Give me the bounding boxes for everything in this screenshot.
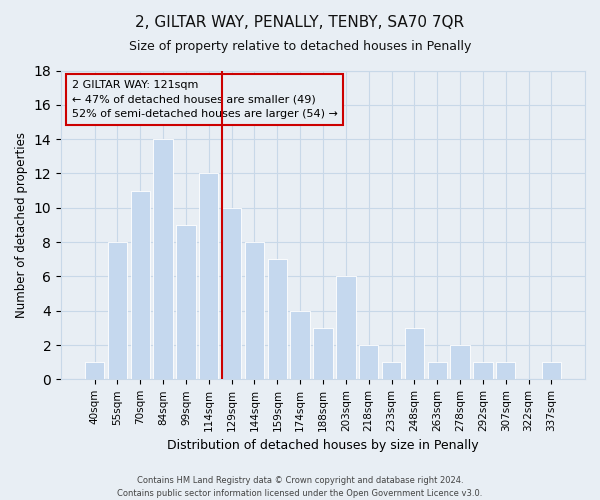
Text: 2 GILTAR WAY: 121sqm
← 47% of detached houses are smaller (49)
52% of semi-detac: 2 GILTAR WAY: 121sqm ← 47% of detached h… bbox=[71, 80, 337, 120]
Bar bbox=[542, 362, 561, 380]
Bar bbox=[359, 345, 379, 380]
Text: 2, GILTAR WAY, PENALLY, TENBY, SA70 7QR: 2, GILTAR WAY, PENALLY, TENBY, SA70 7QR bbox=[136, 15, 464, 30]
Bar bbox=[199, 174, 218, 380]
Bar bbox=[131, 190, 150, 380]
Bar bbox=[176, 225, 196, 380]
Y-axis label: Number of detached properties: Number of detached properties bbox=[15, 132, 28, 318]
Bar bbox=[382, 362, 401, 380]
Bar bbox=[404, 328, 424, 380]
X-axis label: Distribution of detached houses by size in Penally: Distribution of detached houses by size … bbox=[167, 440, 479, 452]
Bar bbox=[245, 242, 264, 380]
Text: Contains HM Land Registry data © Crown copyright and database right 2024.
Contai: Contains HM Land Registry data © Crown c… bbox=[118, 476, 482, 498]
Bar bbox=[222, 208, 241, 380]
Bar bbox=[473, 362, 493, 380]
Bar bbox=[268, 259, 287, 380]
Bar bbox=[336, 276, 356, 380]
Bar bbox=[428, 362, 447, 380]
Bar bbox=[290, 310, 310, 380]
Bar bbox=[451, 345, 470, 380]
Bar bbox=[154, 139, 173, 380]
Bar bbox=[496, 362, 515, 380]
Bar bbox=[107, 242, 127, 380]
Bar bbox=[85, 362, 104, 380]
Text: Size of property relative to detached houses in Penally: Size of property relative to detached ho… bbox=[129, 40, 471, 53]
Bar bbox=[313, 328, 333, 380]
